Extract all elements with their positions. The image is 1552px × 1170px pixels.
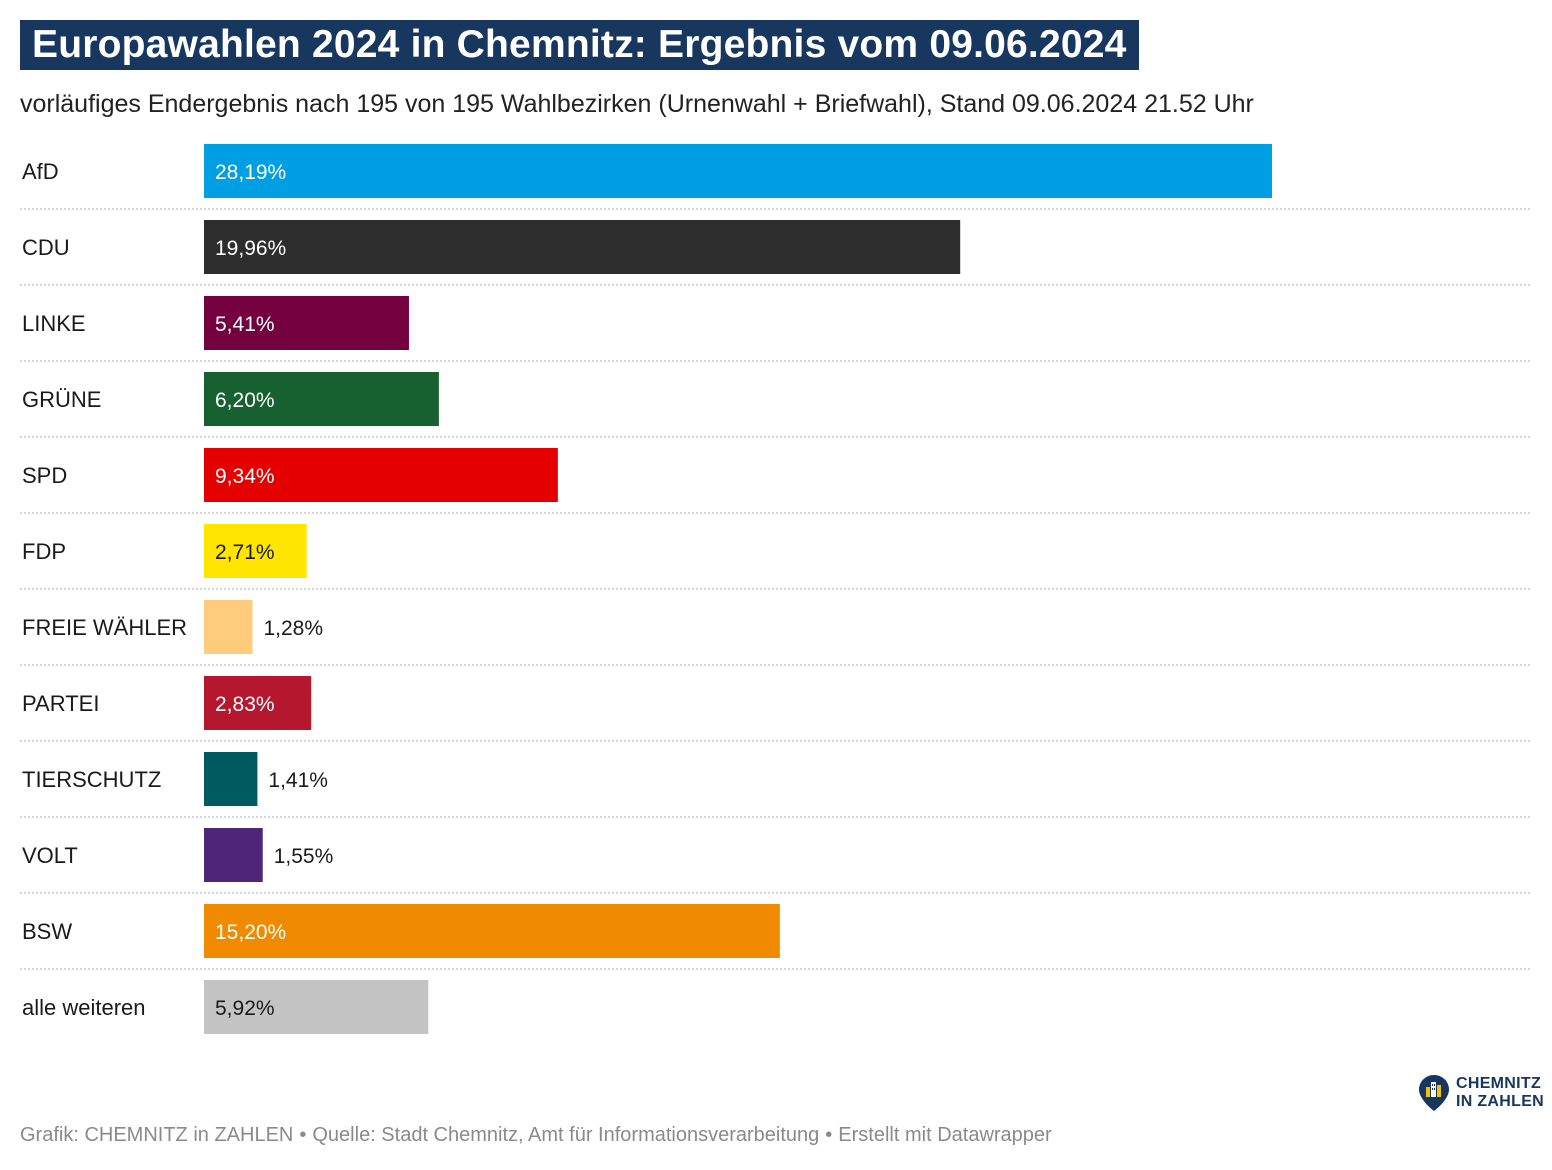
category-label-volt: VOLT — [22, 843, 78, 868]
subtitle: vorläufiges Endergebnis nach 195 von 195… — [20, 90, 1254, 118]
bar-row-cdu: CDU 19,96% — [20, 220, 1530, 286]
bar-grune — [204, 372, 439, 426]
value-label-afd: 28,19% — [215, 161, 286, 184]
value-label-volt: 1,55% — [274, 845, 334, 868]
bar-fdp — [204, 524, 307, 578]
category-label-freie-wahler: FREIE WÄHLER — [22, 615, 187, 640]
footer-source: Quelle: Stadt Chemnitz, Amt für Informat… — [312, 1124, 820, 1146]
category-label-fdp: FDP — [22, 539, 66, 564]
value-label-bsw: 15,20% — [215, 921, 286, 944]
category-label-afd: AfD — [22, 159, 59, 184]
logo-line-1: CHEMNITZ — [1456, 1075, 1542, 1092]
logo-line-2: IN ZAHLEN — [1456, 1093, 1545, 1110]
bar-chart: AfD 28,19% CDU 19,96% LINKE 5,41% GRÜNE 6,20% SP… — [20, 144, 1530, 1034]
bar-row-bsw: BSW 15,20% — [20, 904, 1530, 970]
category-label-partei: PARTEI — [22, 691, 99, 716]
category-label-grune: GRÜNE — [22, 387, 101, 412]
category-label-tierschutz: TIERSCHUTZ — [22, 767, 161, 792]
bar-row-linke: LINKE 5,41% — [20, 296, 1530, 362]
bar-row-fdp: FDP 2,71% — [20, 524, 1530, 590]
bar-row-partei: PARTEI 2,83% — [20, 676, 1530, 742]
value-label-linke: 5,41% — [215, 313, 275, 336]
footer: Grafik: CHEMNITZ in ZAHLEN • Quelle: Stadt… — [20, 1124, 1052, 1147]
category-label-linke: LINKE — [22, 311, 86, 336]
value-label-alle-weiteren: 5,92% — [215, 997, 275, 1020]
bar-row-spd: SPD 9,34% — [20, 448, 1530, 514]
bar-row-tierschutz: TIERSCHUTZ 1,41% — [20, 752, 1530, 818]
bar-linke — [204, 296, 409, 350]
bar-partei — [204, 676, 312, 730]
footer-separator: • — [825, 1124, 833, 1146]
bar-freie-wahler — [204, 600, 253, 654]
value-label-cdu: 19,96% — [215, 237, 286, 260]
bar-row-volt: VOLT 1,55% — [20, 828, 1530, 894]
bar-row-afd: AfD 28,19% — [20, 144, 1530, 210]
value-label-fdp: 2,71% — [215, 541, 275, 564]
value-label-spd: 9,34% — [215, 465, 275, 488]
bar-volt — [204, 828, 263, 882]
footer-tool: Erstellt mit Datawrapper — [838, 1124, 1052, 1146]
footer-separator: • — [299, 1124, 307, 1146]
title-banner: Europawahlen 2024 in Chemnitz: Ergebnis … — [20, 20, 1139, 70]
value-label-freie-wahler: 1,28% — [263, 617, 323, 640]
bar-cdu — [204, 220, 961, 274]
page-title: Europawahlen 2024 in Chemnitz: Ergebnis … — [32, 23, 1127, 66]
category-label-spd: SPD — [22, 463, 67, 488]
map-pin-city-icon — [1419, 1075, 1449, 1111]
category-label-alle-weiteren: alle weiteren — [22, 995, 146, 1020]
bar-row-alle-weiteren: alle weiteren 5,92% — [22, 980, 429, 1034]
value-label-grune: 6,20% — [215, 389, 275, 412]
bar-bsw — [204, 904, 780, 958]
category-label-bsw: BSW — [22, 919, 72, 944]
bar-tierschutz — [204, 752, 258, 806]
bar-afd — [204, 144, 1272, 198]
bar-alle-weiteren — [204, 980, 429, 1034]
chemnitz-in-zahlen-logo: CHEMNITZ IN ZAHLEN — [1418, 1074, 1544, 1112]
bar-spd — [204, 448, 558, 502]
value-label-tierschutz: 1,41% — [268, 769, 328, 792]
value-label-partei: 2,83% — [215, 693, 275, 716]
bar-row-freie-wahler: FREIE WÄHLER 1,28% — [20, 600, 1530, 666]
footer-credit: Grafik: CHEMNITZ in ZAHLEN — [20, 1124, 294, 1146]
category-label-cdu: CDU — [22, 235, 70, 260]
bar-row-grune: GRÜNE 6,20% — [20, 372, 1530, 438]
